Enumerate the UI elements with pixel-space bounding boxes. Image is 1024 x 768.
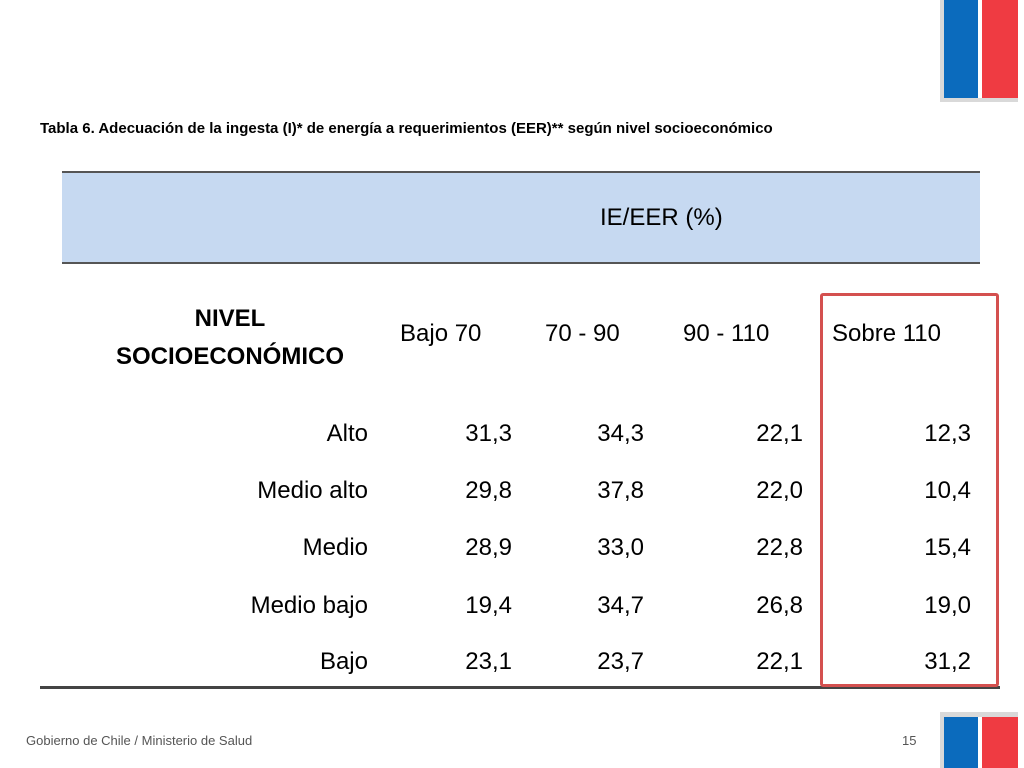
table-cell: 19,0	[924, 592, 971, 619]
row-label: Medio alto	[257, 477, 368, 504]
table-cell: 22,1	[756, 648, 803, 675]
table-cell: 26,8	[756, 592, 803, 619]
table-header-band	[62, 171, 980, 264]
table-cell: 29,8	[465, 477, 512, 504]
chile-logo-top	[940, 0, 1018, 102]
column-header-sobre-110: Sobre 110	[832, 320, 941, 347]
table-cell: 23,7	[597, 648, 644, 675]
table-cell: 10,4	[924, 477, 971, 504]
column-header-90-110: 90 - 110	[683, 320, 770, 347]
table-cell: 22,8	[756, 534, 803, 561]
table-cell: 19,4	[465, 592, 512, 619]
table-cell: 23,1	[465, 648, 512, 675]
table-title: Tabla 6. Adecuación de la ingesta (I)* d…	[40, 120, 773, 137]
table-cell: 22,0	[756, 477, 803, 504]
group-header: IE/EER (%)	[600, 204, 723, 231]
chile-logo-bottom	[940, 712, 1018, 768]
table-cell: 37,8	[597, 477, 644, 504]
table-cell: 34,3	[597, 420, 644, 447]
row-header: NIVEL SOCIOECONÓMICO	[90, 300, 370, 376]
table-cell: 22,1	[756, 420, 803, 447]
column-header-70-90: 70 - 90	[545, 320, 620, 347]
highlight-box-sobre-110	[820, 293, 999, 687]
page-number: 15	[902, 733, 917, 748]
footer-text: Gobierno de Chile / Ministerio de Salud	[26, 733, 253, 748]
table-cell: 33,0	[597, 534, 644, 561]
table-cell: 34,7	[597, 592, 644, 619]
table-cell: 15,4	[924, 534, 971, 561]
table-cell: 12,3	[924, 420, 971, 447]
table-cell: 31,2	[924, 648, 971, 675]
row-label: Alto	[326, 420, 368, 447]
table-bottom-rule	[40, 686, 1000, 689]
row-label: Medio bajo	[250, 592, 368, 619]
table-cell: 31,3	[465, 420, 512, 447]
row-header-text: NIVEL SOCIOECONÓMICO	[115, 305, 344, 370]
column-header-bajo-70: Bajo 70	[400, 320, 482, 347]
table-cell: 28,9	[465, 534, 512, 561]
row-label: Medio	[302, 534, 368, 561]
row-label: Bajo	[319, 648, 368, 675]
